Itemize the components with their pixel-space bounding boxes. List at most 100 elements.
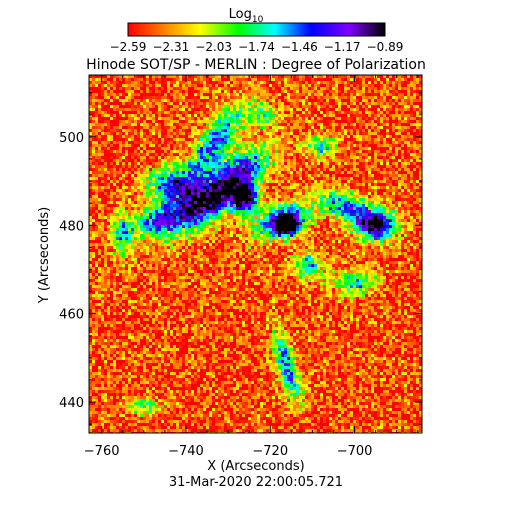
- heatmap-cell: [98, 84, 101, 87]
- heatmap-cell: [110, 120, 113, 123]
- heatmap-cell: [230, 126, 233, 129]
- heatmap-cell: [149, 99, 152, 102]
- heatmap-cell: [188, 93, 191, 96]
- heatmap-cell: [152, 159, 155, 162]
- heatmap-cell: [149, 156, 152, 159]
- heatmap-cell: [407, 141, 410, 144]
- heatmap-cell: [410, 180, 413, 183]
- heatmap-cell: [314, 192, 317, 195]
- heatmap-cell: [191, 150, 194, 153]
- heatmap-cell: [173, 186, 176, 189]
- heatmap-cell: [233, 126, 236, 129]
- heatmap-cell: [233, 99, 236, 102]
- heatmap-cell: [401, 141, 404, 144]
- heatmap-cell: [308, 78, 311, 81]
- heatmap-cell: [227, 78, 230, 81]
- heatmap-cell: [305, 189, 308, 192]
- heatmap-cell: [356, 201, 359, 204]
- heatmap-cell: [215, 156, 218, 159]
- heatmap-cell: [275, 129, 278, 132]
- heatmap-cell: [212, 144, 215, 147]
- heatmap-cell: [131, 183, 134, 186]
- heatmap-cell: [146, 111, 149, 114]
- heatmap-cell: [332, 111, 335, 114]
- heatmap-cell: [392, 156, 395, 159]
- heatmap-cell: [161, 117, 164, 120]
- heatmap-cell: [374, 81, 377, 84]
- heatmap-cell: [95, 120, 98, 123]
- heatmap-cell: [131, 198, 134, 201]
- heatmap-cell: [371, 153, 374, 156]
- heatmap-cell: [353, 171, 356, 174]
- heatmap-cell: [359, 84, 362, 87]
- heatmap-cell: [260, 186, 263, 189]
- heatmap-cell: [185, 150, 188, 153]
- heatmap-cell: [128, 180, 131, 183]
- heatmap-cell: [362, 186, 365, 189]
- heatmap-cell: [140, 177, 143, 180]
- heatmap-cell: [119, 126, 122, 129]
- heatmap-cell: [377, 162, 380, 165]
- heatmap-cell: [140, 87, 143, 90]
- heatmap-cell: [230, 165, 233, 168]
- heatmap-cell: [101, 129, 104, 132]
- heatmap-cell: [395, 156, 398, 159]
- heatmap-cell: [263, 84, 266, 87]
- heatmap-cell: [401, 120, 404, 123]
- heatmap-cell: [392, 93, 395, 96]
- heatmap-cell: [224, 132, 227, 135]
- heatmap-cell: [302, 126, 305, 129]
- heatmap-cell: [125, 114, 128, 117]
- heatmap-cell: [404, 168, 407, 171]
- heatmap-cell: [332, 87, 335, 90]
- heatmap-cell: [134, 192, 137, 195]
- heatmap-cell: [266, 105, 269, 108]
- heatmap-cell: [116, 171, 119, 174]
- heatmap-cell: [305, 165, 308, 168]
- heatmap-cell: [239, 84, 242, 87]
- heatmap-cell: [260, 195, 263, 198]
- heatmap-cell: [191, 99, 194, 102]
- heatmap-cell: [155, 75, 158, 78]
- heatmap-cell: [347, 171, 350, 174]
- heatmap-cell: [155, 138, 158, 141]
- heatmap-cell: [149, 81, 152, 84]
- heatmap-cell: [98, 75, 101, 78]
- heatmap-cell: [263, 186, 266, 189]
- heatmap-cell: [248, 189, 251, 192]
- heatmap-cell: [152, 171, 155, 174]
- heatmap-cell: [158, 168, 161, 171]
- heatmap-cell: [119, 96, 122, 99]
- heatmap-cell: [350, 78, 353, 81]
- heatmap-cell: [374, 105, 377, 108]
- heatmap-cell: [131, 168, 134, 171]
- heatmap-cell: [191, 204, 194, 207]
- heatmap-cell: [308, 102, 311, 105]
- heatmap-cell: [215, 114, 218, 117]
- heatmap-cell: [374, 153, 377, 156]
- heatmap-cell: [239, 195, 242, 198]
- heatmap-cell: [194, 177, 197, 180]
- heatmap-cell: [395, 129, 398, 132]
- heatmap-cell: [197, 165, 200, 168]
- heatmap-cell: [203, 126, 206, 129]
- heatmap-cell: [419, 153, 422, 156]
- heatmap-cell: [104, 183, 107, 186]
- heatmap-cell: [224, 165, 227, 168]
- heatmap-cell: [212, 159, 215, 162]
- heatmap-cell: [332, 201, 335, 204]
- heatmap-cell: [242, 78, 245, 81]
- heatmap-cell: [296, 177, 299, 180]
- heatmap-cell: [128, 78, 131, 81]
- heatmap-cell: [125, 108, 128, 111]
- heatmap-cell: [134, 81, 137, 84]
- heatmap-cell: [365, 129, 368, 132]
- heatmap-cell: [365, 108, 368, 111]
- heatmap-cell: [362, 105, 365, 108]
- heatmap-cell: [101, 90, 104, 93]
- heatmap-cell: [413, 156, 416, 159]
- heatmap-cell: [131, 147, 134, 150]
- heatmap-cell: [200, 78, 203, 81]
- heatmap-cell: [386, 141, 389, 144]
- heatmap-cell: [395, 159, 398, 162]
